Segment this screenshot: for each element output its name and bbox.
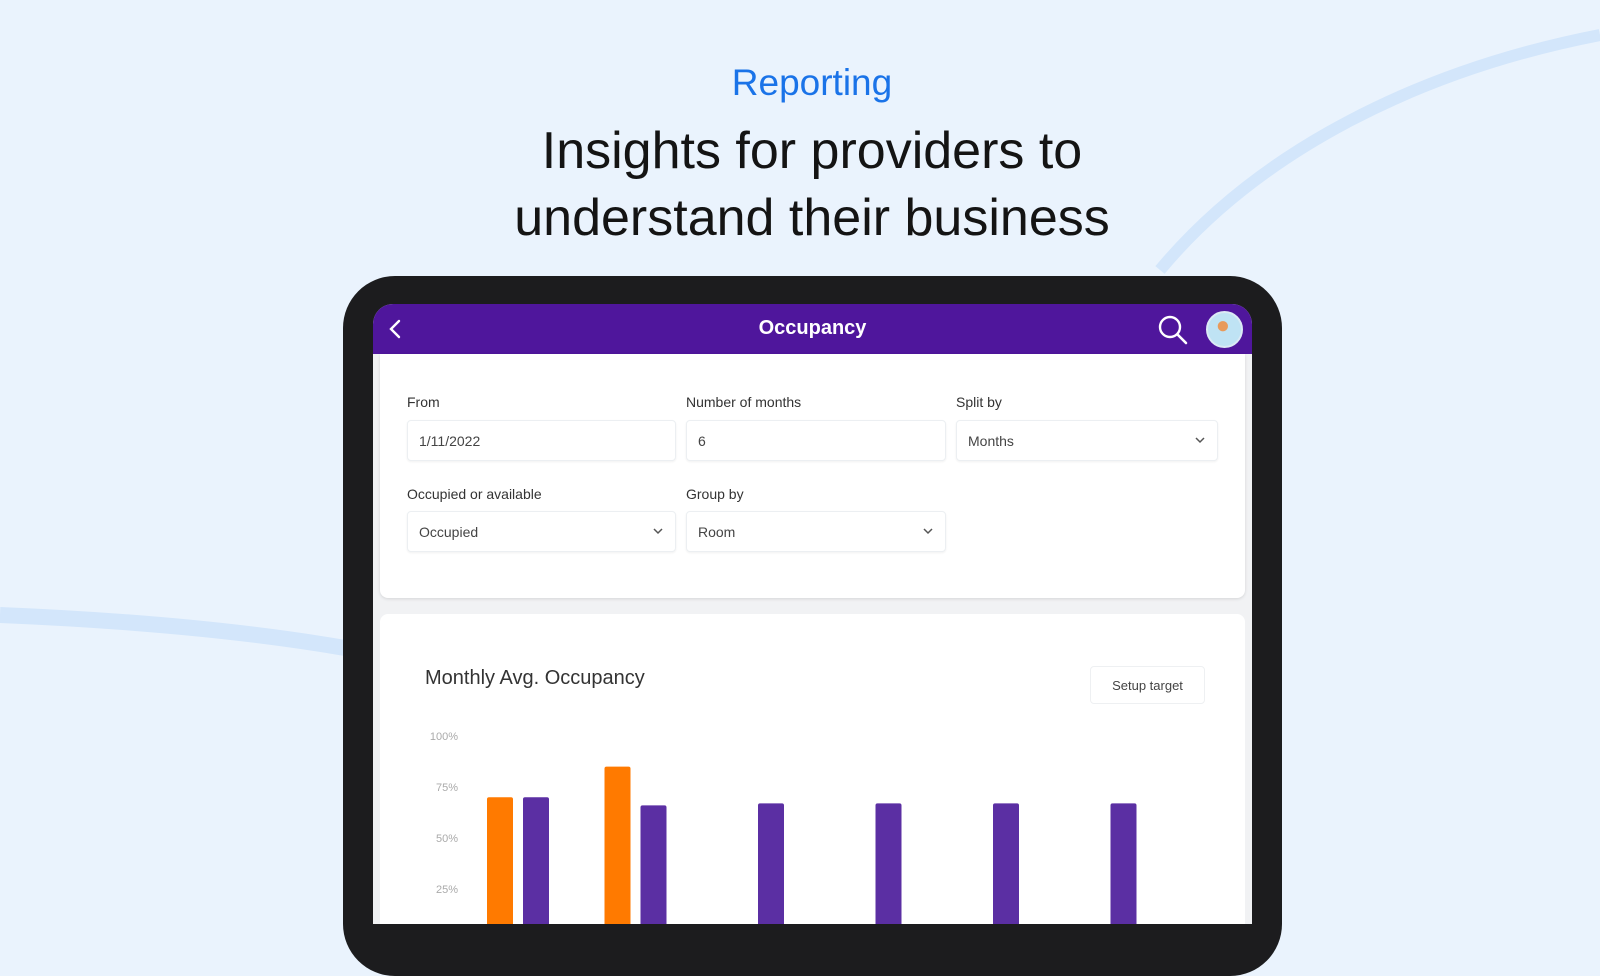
chart-title: Monthly Avg. Occupancy [425, 667, 645, 689]
avatar[interactable] [1206, 311, 1243, 348]
bar-occupancy[interactable] [875, 803, 902, 924]
y-tick-label: 100% [430, 731, 458, 743]
occupied-label: Occupied or available [407, 486, 542, 502]
y-tick-label: 50% [436, 833, 458, 845]
group-by-value: Room [698, 524, 736, 540]
setup-target-button[interactable]: Setup target [1090, 666, 1205, 704]
bar-occupancy[interactable] [523, 797, 549, 924]
bar-target[interactable] [487, 797, 513, 924]
months-value: 6 [698, 433, 706, 449]
occupied-value: Occupied [419, 524, 479, 540]
split-by-label: Split by [956, 394, 1002, 410]
group-by-select[interactable]: Room [686, 511, 946, 552]
from-date-value: 1/11/2022 [419, 433, 481, 449]
y-tick-label: 25% [436, 884, 458, 896]
back-icon[interactable] [383, 316, 409, 342]
headline-line-1: Insights for providers to [541, 122, 1083, 180]
headline: Insights for providers to understand the… [0, 118, 1600, 252]
y-tick-label: 75% [436, 782, 458, 794]
bar-occupancy[interactable] [758, 803, 784, 924]
group-by-label: Group by [686, 486, 744, 502]
months-label: Number of months [686, 394, 802, 410]
filter-form: From 1/11/2022 Number of months 6 Split … [380, 354, 1245, 598]
app-bar: Occupancy [373, 304, 1252, 354]
bar-occupancy[interactable] [640, 805, 667, 924]
occupancy-bar-chart: 100% 75% 50% 25% [430, 731, 1137, 924]
split-by-select[interactable]: Months [956, 420, 1218, 461]
occupied-select[interactable]: Occupied [407, 511, 676, 552]
background-decoration [0, 29, 1600, 656]
chevron-down-icon [653, 528, 663, 535]
from-label: From [407, 394, 440, 410]
bar-occupancy[interactable] [993, 803, 1019, 924]
search-icon[interactable] [1157, 314, 1189, 346]
chevron-down-icon [1195, 437, 1205, 444]
headline-line-2: understand their business [514, 189, 1110, 247]
split-by-value: Months [968, 433, 1014, 449]
months-input[interactable]: 6 [686, 420, 946, 461]
section-eyebrow: Reporting [731, 62, 893, 103]
chevron-down-icon [923, 528, 933, 535]
tablet-screen: Occupancy From 1/11/2022 Number of month… [373, 304, 1252, 924]
bar-target[interactable] [604, 766, 631, 924]
page-title: Occupancy [758, 317, 867, 339]
from-date-input[interactable]: 1/11/2022 [407, 420, 676, 461]
occupancy-chart-card: 100% 75% 50% 25% Monthly Avg. Occupancy Set… [380, 614, 1245, 924]
bar-occupancy[interactable] [1110, 803, 1137, 924]
